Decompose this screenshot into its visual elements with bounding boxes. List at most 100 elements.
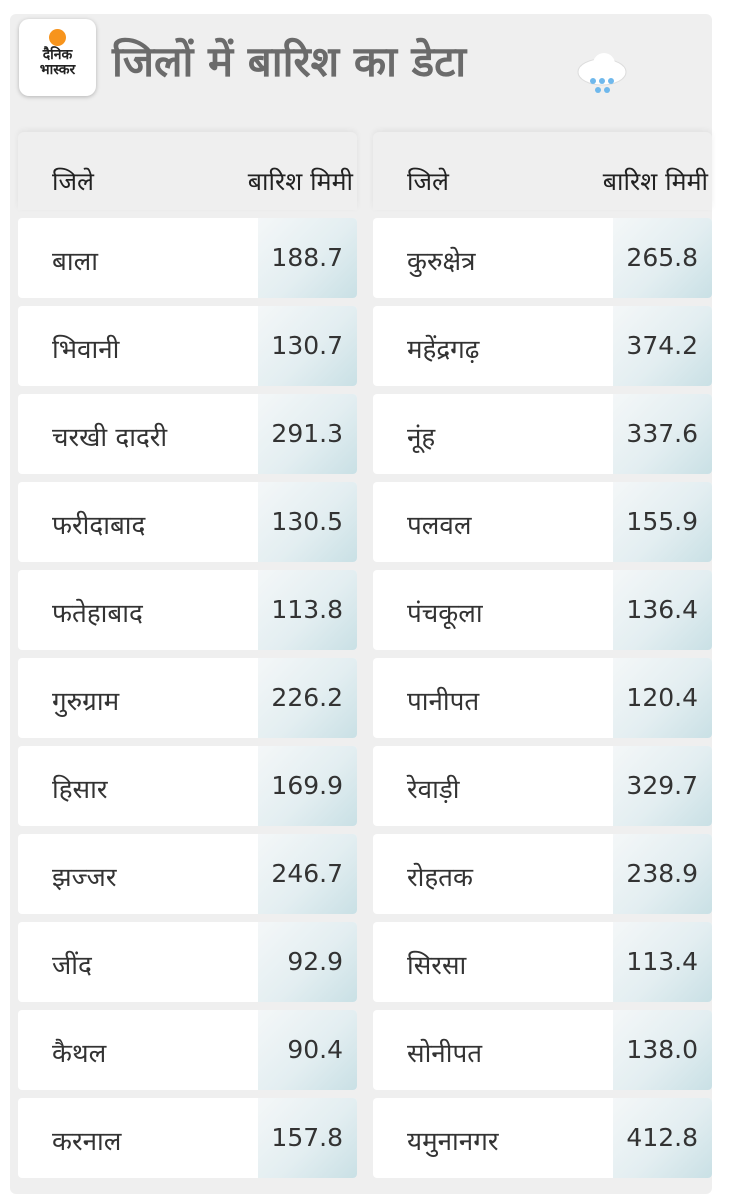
table-header: जिले बारिश मिमी — [18, 132, 357, 210]
rainfall-cell: 138.0 — [613, 1010, 712, 1090]
table-row: भिवानी 130.7 — [18, 306, 357, 386]
district-name: कैथल — [52, 1039, 107, 1069]
district-name: यमुनानगर — [407, 1127, 499, 1157]
logo-text-line2: भास्कर — [39, 62, 76, 78]
district-name: रेवाड़ी — [407, 775, 460, 805]
district-name: पंचकूला — [407, 599, 483, 629]
district-name: करनाल — [52, 1127, 122, 1157]
rainfall-cell: 157.8 — [258, 1098, 357, 1178]
rainfall-cell: 130.5 — [258, 482, 357, 562]
table-row: चरखी दादरी 291.3 — [18, 394, 357, 474]
table-row: नूंह 337.6 — [373, 394, 712, 474]
table-row: बाला 188.7 — [18, 218, 357, 298]
table-row: पलवल 155.9 — [373, 482, 712, 562]
rainfall-table-right: जिले बारिश मिमी कुरुक्षेत्र 265.8 महेंद्र… — [373, 132, 712, 1178]
rainfall-value: 120.4 — [626, 683, 698, 712]
table-row: यमुनानगर 412.8 — [373, 1098, 712, 1178]
rainfall-cell: 246.7 — [258, 834, 357, 914]
rainfall-value: 265.8 — [626, 243, 698, 272]
district-name: फरीदाबाद — [52, 511, 146, 541]
rainfall-cell: 113.4 — [613, 922, 712, 1002]
rainfall-value: 329.7 — [626, 771, 698, 800]
rainfall-value: 374.2 — [626, 331, 698, 360]
district-column-header: जिले — [52, 167, 94, 196]
rain-cloud-icon — [577, 53, 627, 93]
table-row: करनाल 157.8 — [18, 1098, 357, 1178]
rainfall-table-left: जिले बारिश मिमी बाला 188.7 भिवानी 130.7 चर… — [18, 132, 357, 1178]
rainfall-cell: 92.9 — [258, 922, 357, 1002]
table-row: जींद 92.9 — [18, 922, 357, 1002]
rainfall-value: 238.9 — [626, 859, 698, 888]
rainfall-value: 157.8 — [271, 1123, 343, 1152]
rainfall-value: 155.9 — [626, 507, 698, 536]
table-row: सिरसा 113.4 — [373, 922, 712, 1002]
rainfall-cell: 412.8 — [613, 1098, 712, 1178]
district-name: बाला — [52, 247, 98, 277]
rainfall-cell: 169.9 — [258, 746, 357, 826]
rainfall-value: 90.4 — [287, 1035, 343, 1064]
district-name: पानीपत — [407, 687, 480, 717]
rainfall-value: 130.5 — [271, 507, 343, 536]
rainfall-value: 226.2 — [271, 683, 343, 712]
table-row: कुरुक्षेत्र 265.8 — [373, 218, 712, 298]
table-row: पानीपत 120.4 — [373, 658, 712, 738]
rainfall-cell: 329.7 — [613, 746, 712, 826]
rainfall-cell: 113.8 — [258, 570, 357, 650]
rainfall-value: 188.7 — [271, 243, 343, 272]
page-title: जिलों में बारिश का डेटा — [112, 37, 467, 86]
table-row: झज्जर 246.7 — [18, 834, 357, 914]
rainfall-value: 169.9 — [271, 771, 343, 800]
table-row: रेवाड़ी 329.7 — [373, 746, 712, 826]
district-name: फतेहाबाद — [52, 599, 143, 629]
rainfall-value: 291.3 — [271, 419, 343, 448]
rainfall-cell: 136.4 — [613, 570, 712, 650]
rainfall-value: 138.0 — [626, 1035, 698, 1064]
district-name: जींद — [52, 951, 92, 981]
rainfall-cell: 90.4 — [258, 1010, 357, 1090]
district-name: नूंह — [407, 423, 436, 453]
table-row: महेंद्रगढ़ 374.2 — [373, 306, 712, 386]
table-header: जिले बारिश मिमी — [373, 132, 712, 210]
rainfall-value: 337.6 — [626, 419, 698, 448]
table-row: फतेहाबाद 113.8 — [18, 570, 357, 650]
rainfall-value: 130.7 — [271, 331, 343, 360]
rainfall-cell: 226.2 — [258, 658, 357, 738]
rainfall-column-header: बारिश मिमी — [247, 167, 353, 196]
rainfall-cell: 155.9 — [613, 482, 712, 562]
rainfall-value: 246.7 — [271, 859, 343, 888]
rainfall-cell: 130.7 — [258, 306, 357, 386]
sun-icon — [49, 29, 66, 46]
rainfall-cell: 291.3 — [258, 394, 357, 474]
table-row: सोनीपत 138.0 — [373, 1010, 712, 1090]
district-name: चरखी दादरी — [52, 423, 168, 453]
rainfall-cell: 337.6 — [613, 394, 712, 474]
rainfall-value: 113.8 — [271, 595, 343, 624]
district-name: रोहतक — [407, 863, 473, 893]
rainfall-column-header: बारिश मिमी — [602, 167, 708, 196]
district-name: महेंद्रगढ़ — [407, 335, 480, 365]
table-row: फरीदाबाद 130.5 — [18, 482, 357, 562]
rainfall-value: 136.4 — [626, 595, 698, 624]
rainfall-value: 113.4 — [626, 947, 698, 976]
table-row: पंचकूला 136.4 — [373, 570, 712, 650]
table-row: कैथल 90.4 — [18, 1010, 357, 1090]
district-column-header: जिले — [407, 167, 449, 196]
table-row: हिसार 169.9 — [18, 746, 357, 826]
rainfall-cell: 188.7 — [258, 218, 357, 298]
table-row: रोहतक 238.9 — [373, 834, 712, 914]
district-name: सोनीपत — [407, 1039, 483, 1069]
rainfall-cell: 120.4 — [613, 658, 712, 738]
district-name: हिसार — [52, 775, 108, 805]
dainik-bhaskar-logo: दैनिक भास्कर — [19, 19, 96, 96]
rainfall-value: 412.8 — [626, 1123, 698, 1152]
rainfall-cell: 265.8 — [613, 218, 712, 298]
district-name: सिरसा — [407, 951, 467, 981]
district-name: भिवानी — [52, 335, 120, 365]
rainfall-value: 92.9 — [287, 947, 343, 976]
table-row: गुरुग्राम 226.2 — [18, 658, 357, 738]
district-name: पलवल — [407, 511, 472, 541]
rainfall-cell: 374.2 — [613, 306, 712, 386]
district-name: गुरुग्राम — [52, 687, 120, 717]
logo-text-line1: दैनिक — [42, 47, 73, 63]
rainfall-cell: 238.9 — [613, 834, 712, 914]
